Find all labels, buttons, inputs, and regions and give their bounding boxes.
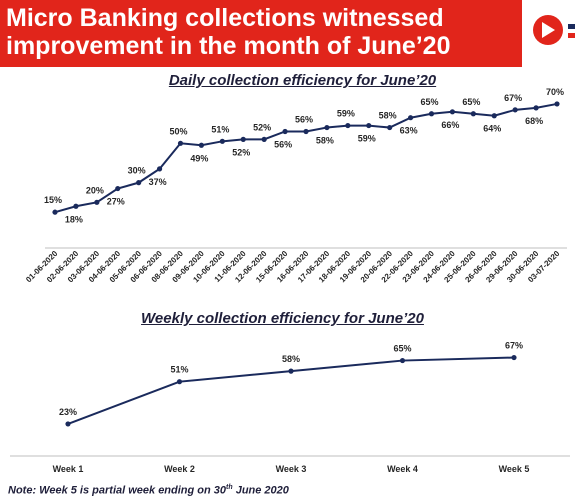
daily-data-label: 52% (253, 122, 271, 132)
daily-chart-title: Daily collection efficiency for June’20 (168, 72, 437, 89)
footnote-suffix: June 2020 (232, 484, 289, 497)
daily-data-label: 64% (483, 124, 501, 134)
daily-point (136, 180, 142, 186)
daily-data-label: 58% (316, 136, 334, 146)
bank-logo (522, 0, 581, 67)
daily-data-label: 70% (546, 87, 564, 97)
daily-data-label: 50% (169, 126, 187, 136)
footnote-prefix: Note: Week 5 is partial week ending on 3… (8, 484, 227, 497)
weekly-data-label: 51% (170, 365, 188, 375)
weekly-data-label: 58% (282, 354, 300, 364)
daily-point (491, 113, 497, 119)
daily-point (219, 138, 225, 144)
weekly-point (511, 354, 517, 361)
daily-point (115, 185, 121, 192)
weekly-chart-title: Weekly collection efficiency for June’20 (141, 310, 424, 327)
daily-line-chart: 15%01-06-202018%02-06-202020%03-06-20202… (24, 87, 567, 284)
daily-data-label: 49% (190, 153, 208, 163)
weekly-data-label: 67% (505, 341, 523, 351)
daily-point (303, 128, 309, 135)
weekly-series-line (67, 356, 515, 425)
weekly-point (288, 368, 294, 374)
daily-data-label: 68% (525, 116, 543, 126)
logo-icon (533, 15, 575, 45)
daily-point (366, 122, 372, 129)
daily-point (94, 199, 100, 205)
daily-point (156, 166, 163, 172)
daily-data-label: 67% (504, 93, 522, 103)
daily-point (282, 128, 288, 135)
daily-point (345, 122, 351, 129)
title-banner: Micro Banking collections witnessed impr… (0, 0, 522, 67)
page-title: Micro Banking collections witnessed impr… (6, 4, 451, 60)
weekly-point (65, 421, 71, 427)
title-line-1: Micro Banking collections witnessed (6, 4, 444, 32)
daily-data-label: 59% (337, 109, 355, 119)
daily-point (261, 136, 267, 142)
daily-data-label: 20% (86, 185, 104, 195)
weekly-x-tick: Week 1 (53, 464, 84, 474)
weekly-x-tick: Week 3 (276, 464, 307, 474)
daily-point (198, 142, 205, 148)
weekly-x-tick: Week 2 (164, 464, 195, 474)
daily-data-label: 66% (441, 120, 459, 130)
daily-point (240, 136, 246, 142)
daily-point (324, 124, 330, 131)
daily-data-label: 63% (400, 126, 418, 136)
daily-point (449, 109, 456, 115)
daily-data-label: 56% (274, 139, 292, 149)
daily-data-label: 52% (232, 147, 250, 157)
daily-point (470, 111, 476, 117)
daily-point (407, 115, 414, 121)
daily-data-label: 18% (65, 214, 83, 224)
weekly-x-tick: Week 4 (387, 464, 418, 474)
daily-point (512, 107, 518, 113)
daily-point (428, 111, 435, 117)
weekly-line-chart: 23% Week 1 51% Week 2 58% Week 3 65% Week 4 67% W… (10, 341, 570, 474)
daily-point (177, 140, 184, 146)
daily-data-label: 59% (358, 134, 376, 144)
footnote-sup: th (226, 484, 233, 491)
daily-data-label: 37% (149, 177, 167, 187)
daily-point (73, 203, 79, 209)
weekly-x-tick: Week 5 (499, 464, 530, 474)
daily-point (387, 124, 393, 131)
weekly-point (176, 379, 183, 385)
daily-data-label: 56% (295, 114, 313, 124)
daily-point (554, 101, 560, 107)
daily-data-label: 65% (420, 97, 438, 107)
daily-data-label: 27% (107, 197, 125, 207)
daily-point (533, 105, 539, 111)
daily-data-label: 65% (462, 97, 480, 107)
daily-data-label: 58% (379, 111, 397, 121)
footnote: Note: Week 5 is partial week ending on 3… (8, 484, 289, 497)
weekly-point (399, 357, 406, 364)
daily-point (52, 209, 58, 215)
title-line-2: improvement in the month of June’20 (6, 32, 451, 60)
weekly-data-label: 23% (59, 407, 77, 417)
daily-data-label: 30% (128, 166, 146, 176)
daily-data-label: 15% (44, 195, 62, 205)
daily-data-label: 51% (211, 124, 229, 134)
weekly-data-label: 65% (393, 344, 411, 354)
